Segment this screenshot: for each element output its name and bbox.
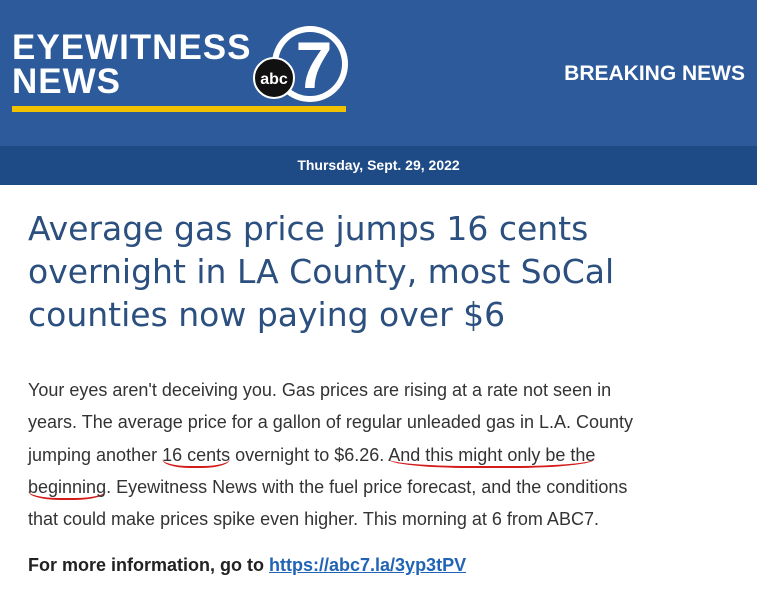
body-text: overnight to $6.26. [230, 444, 389, 465]
logo-seven: 7 [296, 28, 333, 102]
logo: 7 abc [253, 26, 348, 102]
date: Thursday, Sept. 29, 2022 [0, 146, 757, 185]
underlined-text: And this might only be the [388, 444, 596, 468]
body-line: jumping another 16 cents overnight to $6… [28, 439, 633, 471]
header: EYEWITNESS NEWS 7 abc BREAKING NEWS [0, 0, 757, 146]
brand: EYEWITNESS [12, 28, 252, 67]
underlined-text: 16 cents [162, 444, 231, 468]
brand-bar [12, 106, 346, 112]
body-text: years. The average price for a gallon of… [28, 412, 634, 433]
headline: Average gas price jumps 16 cents overnig… [28, 209, 615, 334]
body-text: . Eyewitness News with the fuel price fo… [106, 476, 628, 497]
more-info-text: For more information, go to [28, 555, 264, 575]
body-line: years. The average price for a gallon of… [28, 406, 633, 438]
logo-abc: abc [260, 71, 288, 88]
link[interactable]: https://abc7.la/3yp3tPV [269, 555, 467, 575]
body-line: that could make prices spike even higher… [28, 503, 633, 535]
article-body: Your eyes aren't deceiving you. Gas pric… [28, 374, 633, 535]
banner: BREAKING NEWS [564, 62, 745, 85]
underlined-text: beginning [28, 476, 107, 500]
body-text: that could make prices spike even higher… [28, 509, 599, 530]
body-text: Your eyes aren't deceiving you. Gas pric… [28, 380, 612, 400]
body-text: jumping another [28, 444, 163, 465]
brand: NEWS [12, 62, 121, 101]
logo-abc-disc [253, 57, 295, 99]
body-line: Your eyes aren't deceiving you. Gas pric… [28, 374, 633, 406]
more-info: For more information, go to https://abc7… [28, 555, 466, 576]
body-line: beginning. Eyewitness News with the fuel… [28, 471, 633, 503]
